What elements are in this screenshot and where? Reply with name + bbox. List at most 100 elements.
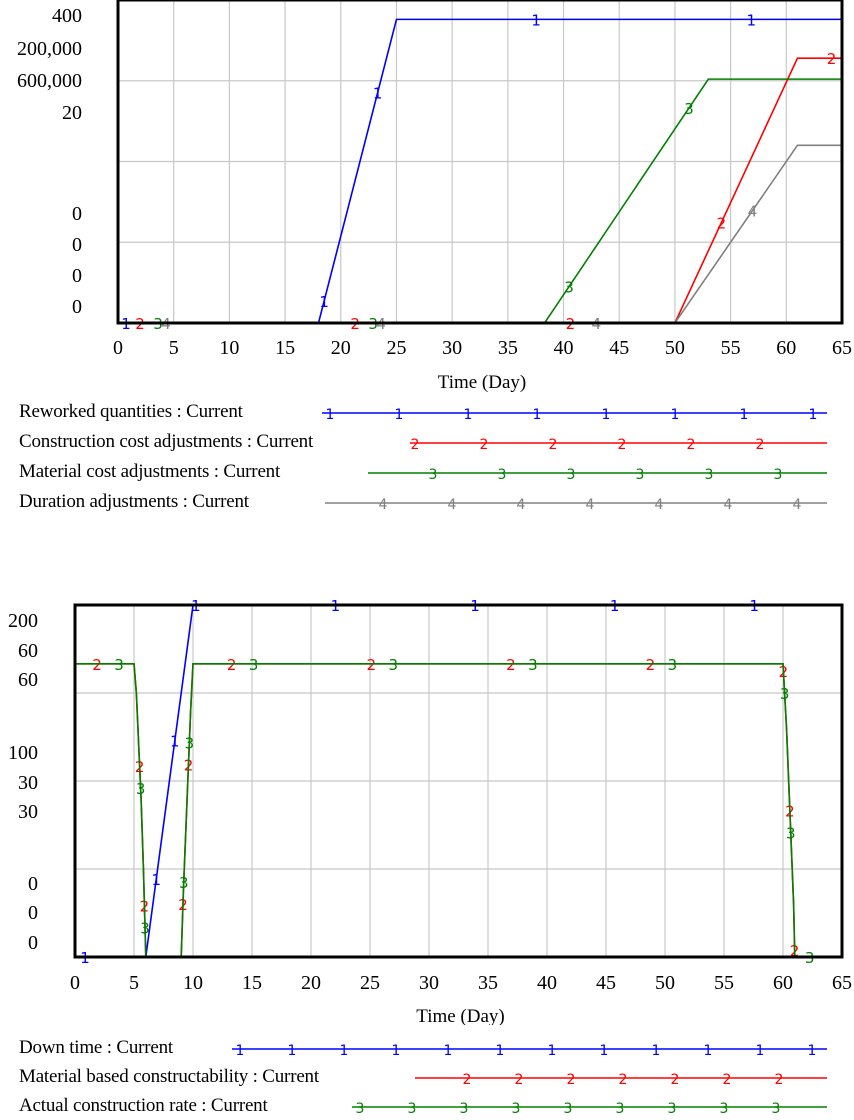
svg-text:3: 3 — [140, 920, 150, 938]
legend-item: Actual construction rate : Current 3 3 3 3 3 3… — [19, 1092, 854, 1120]
svg-text:1: 1 — [809, 407, 818, 423]
y-tick-label: 0 — [72, 234, 82, 256]
x-tick-label: 0 — [70, 972, 80, 994]
svg-text:1: 1 — [151, 871, 161, 889]
x-axis-title: Time (Day) — [416, 1006, 505, 1025]
svg-text:4: 4 — [793, 497, 802, 513]
svg-text:2: 2 — [756, 437, 765, 453]
legend-line-icon: 2 2 2 2 2 2 — [410, 437, 827, 453]
svg-text:1: 1 — [652, 1043, 661, 1059]
y-tick-label: 0 — [72, 203, 82, 225]
svg-text:1: 1 — [756, 1043, 765, 1059]
svg-text:3: 3 — [249, 656, 259, 674]
plot-frame — [73, 603, 844, 959]
svg-text:4: 4 — [448, 497, 457, 513]
legend-line-icon: 2 2 2 2 2 2 2 — [415, 1072, 827, 1088]
svg-text:4: 4 — [517, 497, 526, 513]
svg-text:3: 3 — [460, 1101, 469, 1117]
svg-text:3: 3 — [668, 1101, 677, 1117]
x-tick-label: 35 — [498, 337, 518, 359]
svg-text:3: 3 — [498, 467, 507, 483]
svg-text:1: 1 — [600, 1043, 609, 1059]
x-axis-title: Time (Day) — [438, 372, 527, 393]
x-tick-label: 15 — [242, 972, 262, 994]
svg-text:2: 2 — [717, 215, 727, 233]
legend-line-icon: 4 4 4 4 4 4 4 — [325, 497, 827, 513]
x-tick-label: 60 — [776, 337, 796, 359]
y-tick-label: 0 — [28, 902, 38, 924]
svg-text:2: 2 — [366, 656, 376, 674]
svg-text:4: 4 — [724, 497, 733, 513]
svg-text:1: 1 — [531, 11, 541, 29]
svg-text:1: 1 — [444, 1043, 453, 1059]
x-tick-label: 30 — [419, 972, 439, 994]
svg-text:3: 3 — [136, 780, 146, 798]
svg-text:2: 2 — [411, 437, 420, 453]
svg-text:3: 3 — [528, 656, 538, 674]
y-tick-label: 100 — [8, 742, 38, 764]
svg-text:1: 1 — [392, 1043, 401, 1059]
svg-text:1: 1 — [236, 1043, 245, 1059]
svg-text:2: 2 — [619, 1072, 628, 1088]
x-tick-label: 10 — [219, 337, 239, 359]
legend-label: Material cost adjustments : Current — [19, 461, 281, 482]
svg-text:3: 3 — [772, 1101, 781, 1117]
y-tick-label: 200,000 — [17, 38, 82, 60]
series-3-line: 3 333 — [118, 78, 842, 333]
grid — [118, 0, 842, 323]
svg-text:3: 3 — [185, 735, 195, 753]
svg-text:3: 3 — [705, 467, 714, 483]
svg-text:2: 2 — [723, 1072, 732, 1088]
y-tick-label: 400 — [52, 5, 82, 27]
chart-1-legend: Reworked quantities : Current 1 1 1 1 1 1 1 1 Con… — [0, 398, 854, 523]
svg-text:3: 3 — [388, 656, 398, 674]
svg-text:1: 1 — [533, 407, 542, 423]
y-tick-label: 60 — [18, 640, 38, 662]
chart-2-legend: Down time : Current 1 1 1 1 1 1 1 1 1 1 1 1 Material … — [0, 1034, 854, 1117]
series-4-line: 4 4 44 — [118, 144, 842, 333]
svg-text:3: 3 — [512, 1101, 521, 1117]
legend-item: Construction cost adjustments : Current 2… — [19, 428, 854, 456]
x-tick-label: 45 — [596, 972, 616, 994]
svg-text:2: 2 — [687, 437, 696, 453]
svg-text:2: 2 — [549, 437, 558, 453]
x-tick-label: 65 — [832, 337, 852, 359]
x-tick-label: 35 — [478, 972, 498, 994]
svg-text:1: 1 — [548, 1043, 557, 1059]
x-tick-label: 45 — [609, 337, 629, 359]
legend-item: Duration adjustments : Current 4 4 4 4 4 4 4 — [19, 488, 854, 516]
svg-text:3: 3 — [564, 1101, 573, 1117]
svg-text:2: 2 — [618, 437, 627, 453]
svg-text:3: 3 — [774, 467, 783, 483]
svg-text:1: 1 — [326, 407, 335, 423]
x-tick-label: 10 — [183, 972, 203, 994]
y-tick-label: 20 — [62, 102, 82, 124]
series-2-line: 222 222 2 2 2 222 — [75, 656, 842, 960]
legend-label: Construction cost adjustments : Current — [19, 431, 314, 452]
x-tick-label: 55 — [714, 972, 734, 994]
svg-text:2: 2 — [646, 656, 656, 674]
legend-item: Material cost adjustments : Current 3 3 3 3 3… — [19, 458, 854, 486]
svg-text:1: 1 — [671, 407, 680, 423]
x-tick-label: 15 — [275, 337, 295, 359]
svg-text:4: 4 — [748, 202, 758, 220]
svg-text:1: 1 — [373, 85, 383, 103]
x-tick-label: 5 — [169, 337, 179, 359]
x-tick-label: 40 — [554, 337, 574, 359]
svg-text:3: 3 — [684, 100, 694, 118]
svg-text:1: 1 — [808, 1043, 817, 1059]
legend-line-icon: 1 1 1 1 1 1 1 1 — [322, 407, 827, 423]
svg-text:1: 1 — [319, 293, 329, 311]
svg-text:1: 1 — [740, 407, 749, 423]
svg-text:3: 3 — [720, 1101, 729, 1117]
x-tick-label: 25 — [386, 337, 406, 359]
x-tick-label: 55 — [721, 337, 741, 359]
svg-text:3: 3 — [616, 1101, 625, 1117]
svg-text:1: 1 — [170, 733, 180, 751]
legend-label: Duration adjustments : Current — [19, 491, 249, 512]
x-tick-label: 50 — [665, 337, 685, 359]
svg-text:4: 4 — [379, 497, 388, 513]
